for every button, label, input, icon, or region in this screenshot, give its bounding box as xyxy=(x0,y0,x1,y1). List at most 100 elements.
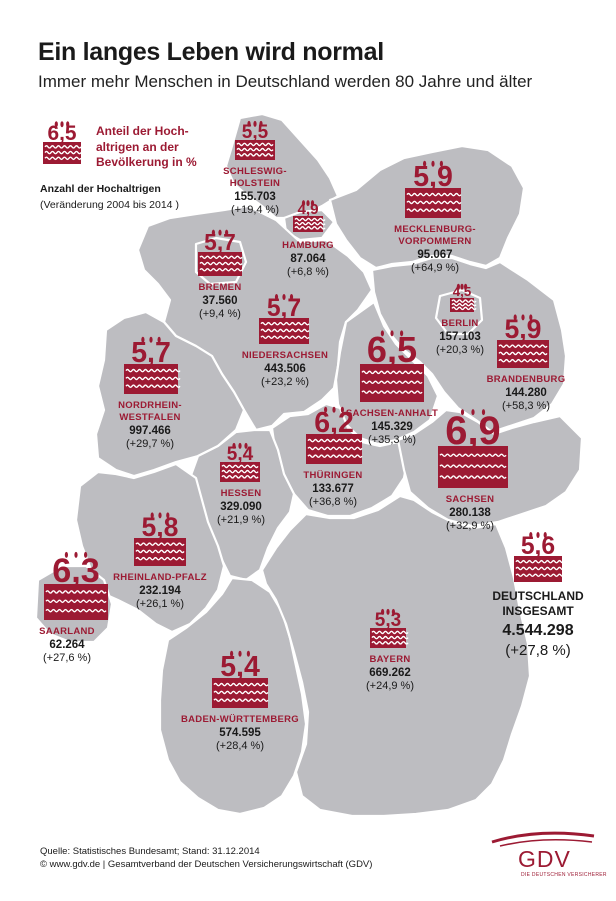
state-hessen-count: 329.090 xyxy=(220,500,262,513)
state-nordrhein-westfalen-name: NORDRHEIN-WESTFALEN xyxy=(118,400,182,423)
state-niedersachsen-count: 443.506 xyxy=(264,362,306,375)
state-bayern-cake-icon: 5,3 xyxy=(370,608,409,648)
state-hamburg-change: (+6,8 %) xyxy=(287,266,329,279)
state-bremen-change: (+9,4 %) xyxy=(199,308,241,321)
state-sachsen-count: 280.138 xyxy=(449,506,491,519)
total-change: (+27,8 %) xyxy=(505,642,571,659)
state-baden-wuerttemberg-change: (+28,4 %) xyxy=(216,740,264,753)
state-brandenburg-cake-icon: 5,9 xyxy=(497,314,549,368)
state-niedersachsen-name: NIEDERSACHSEN xyxy=(241,350,329,361)
legend-cake-icon: 6,5 xyxy=(43,121,82,164)
state-hamburg-cake-icon: 4,9 xyxy=(293,200,326,232)
state-bayern-label: BAYERN 669.262 (+24,9 %) xyxy=(340,654,440,694)
state-hamburg-count: 87.064 xyxy=(290,252,326,265)
state-hessen-name: HESSEN xyxy=(220,488,262,499)
state-rheinland-pfalz-name: RHEINLAND-PFALZ xyxy=(113,572,207,583)
state-rheinland-pfalz-change: (+26,1 %) xyxy=(136,598,184,611)
state-bayern-name: BAYERN xyxy=(369,654,411,665)
total-label-line-1: DEUTSCHLAND xyxy=(492,589,584,603)
state-schleswig-holstein-share-value: 5,5 xyxy=(242,122,269,143)
state-bayern-share-value: 5,3 xyxy=(375,610,401,631)
state-sachsen-cake-icon: 6,9 xyxy=(438,409,508,488)
state-brandenburg-name: BRANDENBURG xyxy=(486,374,566,385)
copyright-note: © www.gdv.de | Gesamtverband der Deutsch… xyxy=(40,859,373,870)
state-thueringen-change: (+36,8 %) xyxy=(309,496,357,509)
state-thueringen-cake-icon: 6,2 xyxy=(306,406,363,464)
state-berlin-name: BERLIN xyxy=(441,318,479,329)
page-subtitle: Immer mehr Menschen in Deutschland werde… xyxy=(38,72,533,91)
state-thueringen-name: THÜRINGEN xyxy=(303,470,363,481)
state-saarland-change: (+27,6 %) xyxy=(43,652,91,665)
state-rheinland-pfalz-count: 232.194 xyxy=(139,584,181,597)
state-sachsen-share-value: 6,9 xyxy=(445,409,500,453)
state-rheinland-pfalz-cake-icon: 5,8 xyxy=(134,512,186,566)
state-saarland-count: 62.264 xyxy=(49,638,85,651)
state-berlin-change: (+20,3 %) xyxy=(436,344,484,357)
total-label-line-2: INSGESAMT xyxy=(502,604,574,618)
state-sachsen-label: SACHSEN 280.138 (+32,9 %) xyxy=(420,494,520,534)
state-hessen-share-value: 5,4 xyxy=(227,444,254,465)
state-bremen-cake-icon: 5,7 xyxy=(198,229,243,276)
state-niedersachsen-change: (+23,2 %) xyxy=(261,376,309,389)
state-baden-wuerttemberg-count: 574.595 xyxy=(219,726,261,739)
state-thueringen-label: THÜRINGEN 133.677 (+36,8 %) xyxy=(278,470,388,510)
gdv-logo-arc-icon xyxy=(491,831,595,847)
state-baden-wuerttemberg-name: BADEN-WÜRTTEMBERG xyxy=(180,714,300,725)
legend-share-value: 6,5 xyxy=(47,122,76,145)
state-schleswig-holstein-count: 155.703 xyxy=(234,190,276,203)
state-hessen-label: HESSEN 329.090 (+21,9 %) xyxy=(196,488,286,528)
source-note: Quelle: Statistisches Bundesamt; Stand: … xyxy=(40,846,260,857)
state-bremen-count: 37.560 xyxy=(202,294,238,307)
legend-change-label: (Veränderung 2004 bis 2014 ) xyxy=(40,199,179,211)
state-mecklenburg-vorpommern-name: MECKLENBURG-VORPOMMERN xyxy=(394,224,476,247)
gdv-logo-text: GDV xyxy=(518,846,571,872)
state-saarland-label: SAARLAND 62.264 (+27,6 %) xyxy=(22,626,112,666)
state-schleswig-holstein-cake-icon: 5,5 xyxy=(235,120,275,160)
legend-share-line-2: altrigen an der xyxy=(96,139,179,154)
state-hamburg-name: HAMBURG xyxy=(282,240,334,251)
state-brandenburg xyxy=(370,256,568,434)
state-berlin-label: BERLIN 157.103 (+20,3 %) xyxy=(418,318,502,358)
gdv-logo-subtext: DIE DEUTSCHEN VERSICHERER xyxy=(521,872,607,878)
state-hessen-change: (+21,9 %) xyxy=(217,514,265,527)
state-bremen-label: BREMEN 37.560 (+9,4 %) xyxy=(170,282,270,322)
state-sachsen-anhalt-change: (+35,3 %) xyxy=(368,434,416,447)
state-berlin-cake-icon: 4,5 xyxy=(450,283,477,312)
state-schleswig-holstein-change: (+19,4 %) xyxy=(231,204,279,217)
state-schleswig-holstein-name: SCHLESWIG-HOLSTEIN xyxy=(223,166,287,189)
state-brandenburg-count: 144.280 xyxy=(505,386,547,399)
state-hamburg-label: HAMBURG 87.064 (+6,8 %) xyxy=(268,240,348,280)
state-sachsen-anhalt-cake-icon: 6,5 xyxy=(360,329,424,402)
state-sachsen-change: (+32,9 %) xyxy=(446,520,494,533)
total-count: 4.544.298 xyxy=(502,622,574,639)
legend-share-line-1: Anteil der Hoch- xyxy=(96,124,189,138)
state-nordrhein-westfalen-change: (+29,7 %) xyxy=(126,438,174,451)
state-rheinland-pfalz-label: RHEINLAND-PFALZ 232.194 (+26,1 %) xyxy=(100,572,220,612)
state-sachsen-anhalt-label: SACHSEN-ANHALT 145.329 (+35,3 %) xyxy=(340,408,444,448)
state-brandenburg-label: BRANDENBURG 144.280 (+58,3 %) xyxy=(476,374,576,414)
state-saarland-share-value: 6,3 xyxy=(52,552,100,590)
state-mecklenburg-vorpommern-label: MECKLENBURG-VORPOMMERN 95.067 (+64,9 %) xyxy=(365,224,505,276)
state-bayern-count: 669.262 xyxy=(369,666,411,679)
total-label: DEUTSCHLAND INSGESAMT xyxy=(478,589,598,619)
state-niedersachsen-label: NIEDERSACHSEN 443.506 (+23,2 %) xyxy=(220,350,350,390)
state-baden-wuerttemberg-cake-icon: 5,4 xyxy=(212,650,269,708)
state-schleswig-holstein-label: SCHLESWIG-HOLSTEIN 155.703 (+19,4 %) xyxy=(200,166,310,218)
state-mecklenburg-vorpommern-count: 95.067 xyxy=(417,248,453,261)
state-mecklenburg-vorpommern-change: (+64,9 %) xyxy=(411,262,459,275)
state-sachsen-anhalt-count: 145.329 xyxy=(371,420,413,433)
state-bayern-change: (+24,9 %) xyxy=(366,680,414,693)
state-sachsen-anhalt-name: SACHSEN-ANHALT xyxy=(345,408,439,419)
page-title: Ein langes Leben wird normal xyxy=(38,38,384,66)
state-nordrhein-westfalen-label: NORDRHEIN-WESTFALEN 997.466 (+29,7 %) xyxy=(90,400,210,452)
legend-share-description: Anteil der Hoch- altrigen an der Bevölke… xyxy=(96,124,197,171)
state-brandenburg-change: (+58,3 %) xyxy=(502,400,550,413)
state-thueringen-count: 133.677 xyxy=(312,482,354,495)
state-baden-wuerttemberg-label: BADEN-WÜRTTEMBERG 574.595 (+28,4 %) xyxy=(170,714,310,754)
state-berlin-count: 157.103 xyxy=(439,330,481,343)
state-saarland-name: SAARLAND xyxy=(39,626,95,637)
state-saarland-cake-icon: 6,3 xyxy=(44,551,108,620)
state-bayern xyxy=(260,494,532,818)
state-nordrhein-westfalen-count: 997.466 xyxy=(129,424,171,437)
